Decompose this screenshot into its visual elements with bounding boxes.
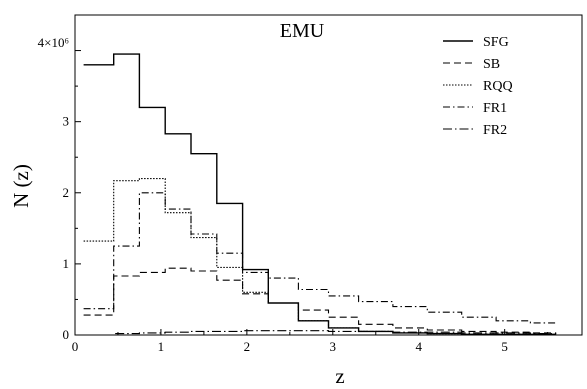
- y-tick-label: 3: [63, 114, 70, 129]
- y-axis-label: N (z): [9, 164, 33, 208]
- series-line-sfg: [83, 53, 557, 335]
- x-tick-label: 0: [72, 339, 79, 354]
- chart-title: EMU: [280, 20, 325, 42]
- legend-label-sfg: SFG: [483, 35, 509, 50]
- y-tick-label: 0: [63, 327, 70, 342]
- legend-label-sb: SB: [483, 57, 500, 72]
- legend-label-fr2: FR2: [483, 123, 507, 138]
- legend-label-fr1: FR1: [483, 101, 507, 116]
- y-axis-multiplier-label: 4×10⁶: [38, 35, 69, 50]
- x-tick-label: 2: [244, 339, 251, 354]
- series-layer: [83, 53, 557, 336]
- series-line-fr1: [83, 192, 557, 324]
- legend: SFG SB RQQ FR1 FR2: [443, 35, 513, 138]
- x-tick-label: 3: [330, 339, 337, 354]
- x-tick-label: 1: [158, 339, 165, 354]
- x-tick-label: 5: [501, 339, 508, 354]
- series-line-rqq: [83, 178, 557, 336]
- legend-label-rqq: RQQ: [483, 79, 513, 94]
- x-axis-label: z: [335, 364, 344, 388]
- x-tick-label: 4: [415, 339, 422, 354]
- y-tick-label: 2: [63, 185, 70, 200]
- y-tick-label: 1: [63, 256, 70, 271]
- series-line-fr2: [83, 330, 557, 336]
- plot-frame: [74, 14, 583, 336]
- axis-ticks: 0 1 2 3 4 5 0 1 2 3: [63, 50, 549, 354]
- series-line-sb: [83, 267, 557, 334]
